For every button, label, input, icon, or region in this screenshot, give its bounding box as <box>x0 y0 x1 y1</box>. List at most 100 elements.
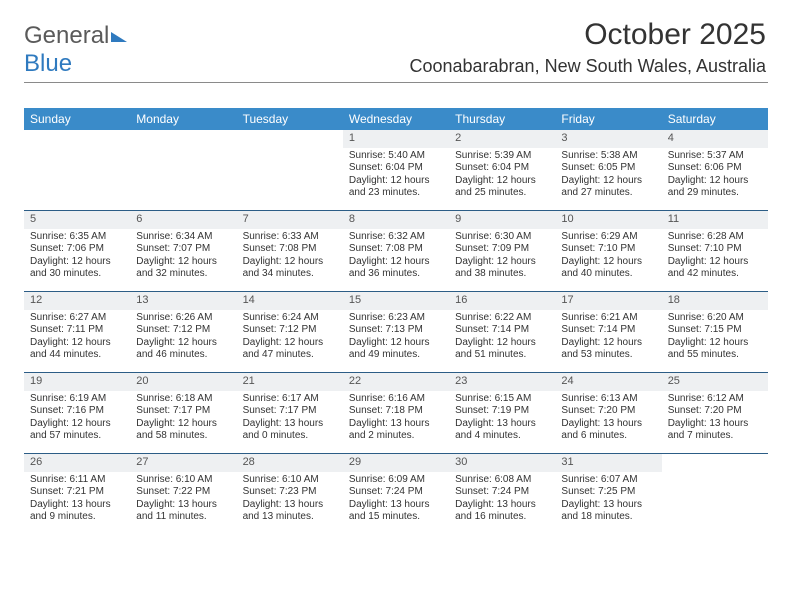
day-cell: 26Sunrise: 6:11 AMSunset: 7:21 PMDayligh… <box>24 454 130 534</box>
day-number: 22 <box>343 373 449 391</box>
day-cell: 6Sunrise: 6:34 AMSunset: 7:07 PMDaylight… <box>130 211 236 291</box>
day-cell: 9Sunrise: 6:30 AMSunset: 7:09 PMDaylight… <box>449 211 555 291</box>
dow-cell: Sunday <box>24 108 130 130</box>
day-number <box>662 454 768 472</box>
day-number: 17 <box>555 292 661 310</box>
day-cell: 16Sunrise: 6:22 AMSunset: 7:14 PMDayligh… <box>449 292 555 372</box>
day-details: Sunrise: 6:09 AMSunset: 7:24 PMDaylight:… <box>343 472 449 528</box>
day-cell: 14Sunrise: 6:24 AMSunset: 7:12 PMDayligh… <box>237 292 343 372</box>
day-details: Sunrise: 5:38 AMSunset: 6:05 PMDaylight:… <box>555 148 661 204</box>
day-details: Sunrise: 6:35 AMSunset: 7:06 PMDaylight:… <box>24 229 130 285</box>
day-details: Sunrise: 6:15 AMSunset: 7:19 PMDaylight:… <box>449 391 555 447</box>
day-number: 28 <box>237 454 343 472</box>
day-number <box>237 130 343 148</box>
day-cell: 10Sunrise: 6:29 AMSunset: 7:10 PMDayligh… <box>555 211 661 291</box>
dow-cell: Wednesday <box>343 108 449 130</box>
page-title: October 2025 <box>584 18 766 52</box>
day-number: 23 <box>449 373 555 391</box>
day-number: 20 <box>130 373 236 391</box>
dow-cell: Tuesday <box>237 108 343 130</box>
day-cell: 8Sunrise: 6:32 AMSunset: 7:08 PMDaylight… <box>343 211 449 291</box>
day-details: Sunrise: 6:10 AMSunset: 7:23 PMDaylight:… <box>237 472 343 528</box>
day-cell: 5Sunrise: 6:35 AMSunset: 7:06 PMDaylight… <box>24 211 130 291</box>
day-cell: 23Sunrise: 6:15 AMSunset: 7:19 PMDayligh… <box>449 373 555 453</box>
day-number: 13 <box>130 292 236 310</box>
logo-triangle-icon <box>111 32 127 42</box>
day-number: 26 <box>24 454 130 472</box>
dow-cell: Friday <box>555 108 661 130</box>
day-cell: 27Sunrise: 6:10 AMSunset: 7:22 PMDayligh… <box>130 454 236 534</box>
day-number: 14 <box>237 292 343 310</box>
day-details: Sunrise: 6:12 AMSunset: 7:20 PMDaylight:… <box>662 391 768 447</box>
day-details: Sunrise: 6:10 AMSunset: 7:22 PMDaylight:… <box>130 472 236 528</box>
day-cell: 3Sunrise: 5:38 AMSunset: 6:05 PMDaylight… <box>555 130 661 210</box>
week-row: 1Sunrise: 5:40 AMSunset: 6:04 PMDaylight… <box>24 130 768 211</box>
top-divider <box>24 82 768 83</box>
day-number: 3 <box>555 130 661 148</box>
day-cell: 29Sunrise: 6:09 AMSunset: 7:24 PMDayligh… <box>343 454 449 534</box>
dow-cell: Monday <box>130 108 236 130</box>
day-number: 10 <box>555 211 661 229</box>
day-cell: 21Sunrise: 6:17 AMSunset: 7:17 PMDayligh… <box>237 373 343 453</box>
location-subtitle: Coonabarabran, New South Wales, Australi… <box>409 56 766 77</box>
day-details: Sunrise: 6:11 AMSunset: 7:21 PMDaylight:… <box>24 472 130 528</box>
day-number: 27 <box>130 454 236 472</box>
day-cell: 4Sunrise: 5:37 AMSunset: 6:06 PMDaylight… <box>662 130 768 210</box>
day-cell <box>662 454 768 534</box>
day-number: 16 <box>449 292 555 310</box>
day-details: Sunrise: 6:32 AMSunset: 7:08 PMDaylight:… <box>343 229 449 285</box>
day-details: Sunrise: 6:13 AMSunset: 7:20 PMDaylight:… <box>555 391 661 447</box>
day-number: 25 <box>662 373 768 391</box>
day-number: 18 <box>662 292 768 310</box>
day-details: Sunrise: 6:08 AMSunset: 7:24 PMDaylight:… <box>449 472 555 528</box>
day-details: Sunrise: 6:18 AMSunset: 7:17 PMDaylight:… <box>130 391 236 447</box>
day-cell: 1Sunrise: 5:40 AMSunset: 6:04 PMDaylight… <box>343 130 449 210</box>
day-details: Sunrise: 6:21 AMSunset: 7:14 PMDaylight:… <box>555 310 661 366</box>
calendar-grid: SundayMondayTuesdayWednesdayThursdayFrid… <box>24 108 768 534</box>
day-details: Sunrise: 6:22 AMSunset: 7:14 PMDaylight:… <box>449 310 555 366</box>
day-cell <box>130 130 236 210</box>
week-row: 26Sunrise: 6:11 AMSunset: 7:21 PMDayligh… <box>24 454 768 534</box>
day-number <box>24 130 130 148</box>
day-cell: 28Sunrise: 6:10 AMSunset: 7:23 PMDayligh… <box>237 454 343 534</box>
day-number: 1 <box>343 130 449 148</box>
week-row: 5Sunrise: 6:35 AMSunset: 7:06 PMDaylight… <box>24 211 768 292</box>
day-details: Sunrise: 5:37 AMSunset: 6:06 PMDaylight:… <box>662 148 768 204</box>
day-cell: 12Sunrise: 6:27 AMSunset: 7:11 PMDayligh… <box>24 292 130 372</box>
day-cell: 13Sunrise: 6:26 AMSunset: 7:12 PMDayligh… <box>130 292 236 372</box>
day-details: Sunrise: 6:26 AMSunset: 7:12 PMDaylight:… <box>130 310 236 366</box>
day-cell: 18Sunrise: 6:20 AMSunset: 7:15 PMDayligh… <box>662 292 768 372</box>
day-number: 12 <box>24 292 130 310</box>
day-details: Sunrise: 6:16 AMSunset: 7:18 PMDaylight:… <box>343 391 449 447</box>
day-number: 11 <box>662 211 768 229</box>
day-number: 31 <box>555 454 661 472</box>
day-number: 29 <box>343 454 449 472</box>
day-details: Sunrise: 6:28 AMSunset: 7:10 PMDaylight:… <box>662 229 768 285</box>
day-details: Sunrise: 5:40 AMSunset: 6:04 PMDaylight:… <box>343 148 449 204</box>
day-cell: 30Sunrise: 6:08 AMSunset: 7:24 PMDayligh… <box>449 454 555 534</box>
day-of-week-header: SundayMondayTuesdayWednesdayThursdayFrid… <box>24 108 768 130</box>
day-cell: 25Sunrise: 6:12 AMSunset: 7:20 PMDayligh… <box>662 373 768 453</box>
day-number: 19 <box>24 373 130 391</box>
day-cell: 24Sunrise: 6:13 AMSunset: 7:20 PMDayligh… <box>555 373 661 453</box>
day-number: 24 <box>555 373 661 391</box>
day-number: 6 <box>130 211 236 229</box>
day-cell: 2Sunrise: 5:39 AMSunset: 6:04 PMDaylight… <box>449 130 555 210</box>
day-details: Sunrise: 6:17 AMSunset: 7:17 PMDaylight:… <box>237 391 343 447</box>
logo-text-2: Blue <box>24 50 72 77</box>
day-details: Sunrise: 6:23 AMSunset: 7:13 PMDaylight:… <box>343 310 449 366</box>
day-cell <box>237 130 343 210</box>
day-details: Sunrise: 6:20 AMSunset: 7:15 PMDaylight:… <box>662 310 768 366</box>
day-number: 2 <box>449 130 555 148</box>
dow-cell: Thursday <box>449 108 555 130</box>
day-cell <box>24 130 130 210</box>
day-number: 9 <box>449 211 555 229</box>
day-details: Sunrise: 6:29 AMSunset: 7:10 PMDaylight:… <box>555 229 661 285</box>
day-number: 21 <box>237 373 343 391</box>
day-number: 5 <box>24 211 130 229</box>
day-number: 4 <box>662 130 768 148</box>
day-cell: 7Sunrise: 6:33 AMSunset: 7:08 PMDaylight… <box>237 211 343 291</box>
day-details: Sunrise: 6:30 AMSunset: 7:09 PMDaylight:… <box>449 229 555 285</box>
day-details: Sunrise: 6:27 AMSunset: 7:11 PMDaylight:… <box>24 310 130 366</box>
day-cell: 15Sunrise: 6:23 AMSunset: 7:13 PMDayligh… <box>343 292 449 372</box>
